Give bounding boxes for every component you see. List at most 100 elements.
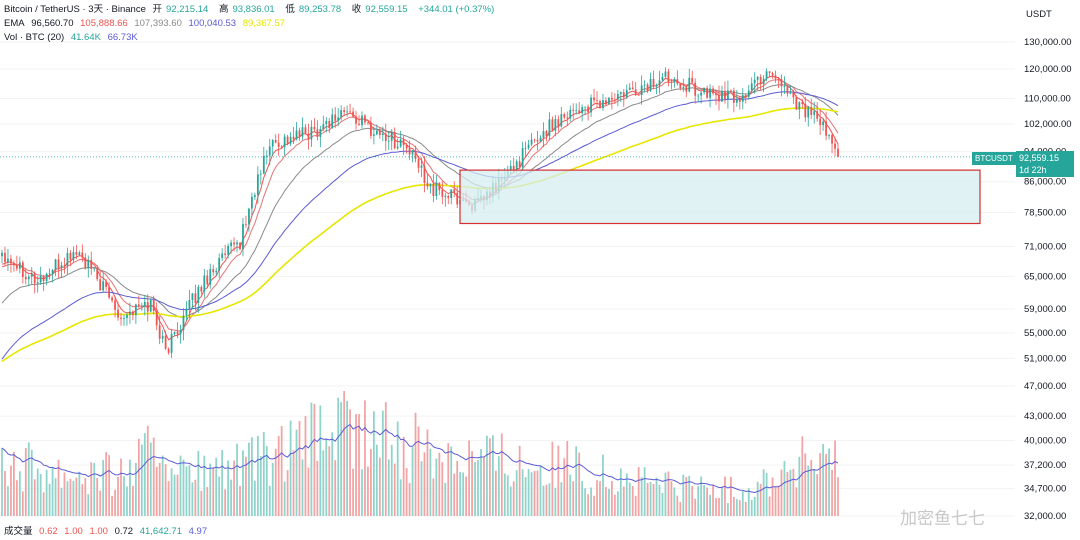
candle-body [450,189,453,199]
candle-body [242,223,244,250]
ohlc-change: +344.01 (+0.37%) [418,4,495,15]
candle-body [575,110,578,112]
price-tick-label: 120,000.00 [1024,64,1072,75]
candle-body [45,273,48,282]
volume-bar [173,474,176,516]
volume-bar [277,436,280,516]
candle-body [634,89,637,95]
candle-body [747,90,750,97]
volume-bar [1,447,3,516]
volume-bar [429,448,432,516]
support-zone-box[interactable] [459,169,981,225]
volume-footer-value-4: 0.72 [114,526,134,537]
candle-body [93,268,96,270]
volume-bar [18,471,21,516]
candle-body [21,262,24,277]
volume-bar [759,483,762,516]
candle-body [132,311,134,316]
volume-bar [7,486,9,516]
candle-body [230,242,232,246]
volume-bar [450,446,453,516]
volume-bar [36,468,39,516]
candle-body [411,150,414,155]
candle-body [679,83,682,89]
candle-body [27,276,30,280]
volume-bar [251,437,253,516]
volume-bar [319,405,322,516]
current-price-value: 92,559.15 [1019,153,1060,163]
candle-body [661,76,664,81]
candle-body [355,116,357,124]
volume-bar [283,481,286,516]
volume-bar [66,481,69,516]
volume-bar [486,435,488,516]
volume-bar [93,463,96,516]
volume-bar [117,476,119,516]
price-tick-label: 71,000.00 [1024,242,1066,253]
candle-body [319,129,322,138]
candle-body [155,310,158,326]
candle-body [224,253,227,255]
candle-body [301,127,304,137]
ema-value-5: 89,367.57 [242,18,285,29]
volume-bar [48,483,51,516]
candle-body [108,286,110,298]
header-row-ohlc: Bitcoin / TetherUS · 3天 · Binance 开 92,21… [4,4,498,16]
candle-body [676,79,679,84]
volume-bar [215,457,218,516]
volume-bar [750,499,753,516]
volume-bar [123,476,125,516]
candle-body [417,158,420,168]
volume-bar [381,410,384,516]
volume-bar [801,436,804,516]
candle-body [524,148,527,149]
volume-bar [697,486,700,516]
candle-body [581,107,584,113]
volume-bar [396,421,399,516]
candle-body [268,146,271,156]
volume-bar [200,490,203,516]
candle-body [54,259,57,270]
axis-unit-label[interactable]: USDT [1026,9,1052,20]
candle-body [194,293,197,303]
symbol-title: Bitcoin / TetherUS · 3天 · Binance [4,4,146,15]
candle-body [24,276,27,280]
candle-body [780,79,783,87]
volume-bar [718,497,720,516]
candle-body [173,331,176,334]
candle-body [15,265,18,269]
volume-bar [126,486,128,516]
candle-body [649,79,652,91]
volume-bar [90,462,93,516]
candle-body [256,174,259,196]
candle-body [801,102,804,105]
volume-bar [236,443,238,516]
candle-body [715,93,717,96]
volume-bar [54,478,57,516]
ohlc-open: 开 92,215.14 [152,4,209,15]
candle-body [652,79,655,87]
volume-bar [149,442,152,516]
candle-body [36,282,39,284]
candle-body [753,79,756,84]
candle-body [774,75,777,79]
candle-body [670,82,673,83]
volume-bar [706,487,708,516]
candle-body [191,293,194,300]
volume-bar [593,495,595,516]
volume-bar [295,429,298,516]
candle-body [593,97,595,101]
candle-body [643,84,646,86]
volume-bar [625,473,628,516]
candle-body [768,71,771,74]
volume-ma-line [1,423,839,494]
candle-body [259,173,262,175]
vol-label: Vol · BTC (20) [4,32,65,43]
volume-bar [542,485,545,516]
volume-bar [72,480,75,516]
header-row-ema: EMA 96,560.70 105,888.66 107,393.60 100,… [4,18,289,30]
candle-body [834,143,836,149]
volume-bar [405,468,408,516]
candle-body [744,95,747,97]
